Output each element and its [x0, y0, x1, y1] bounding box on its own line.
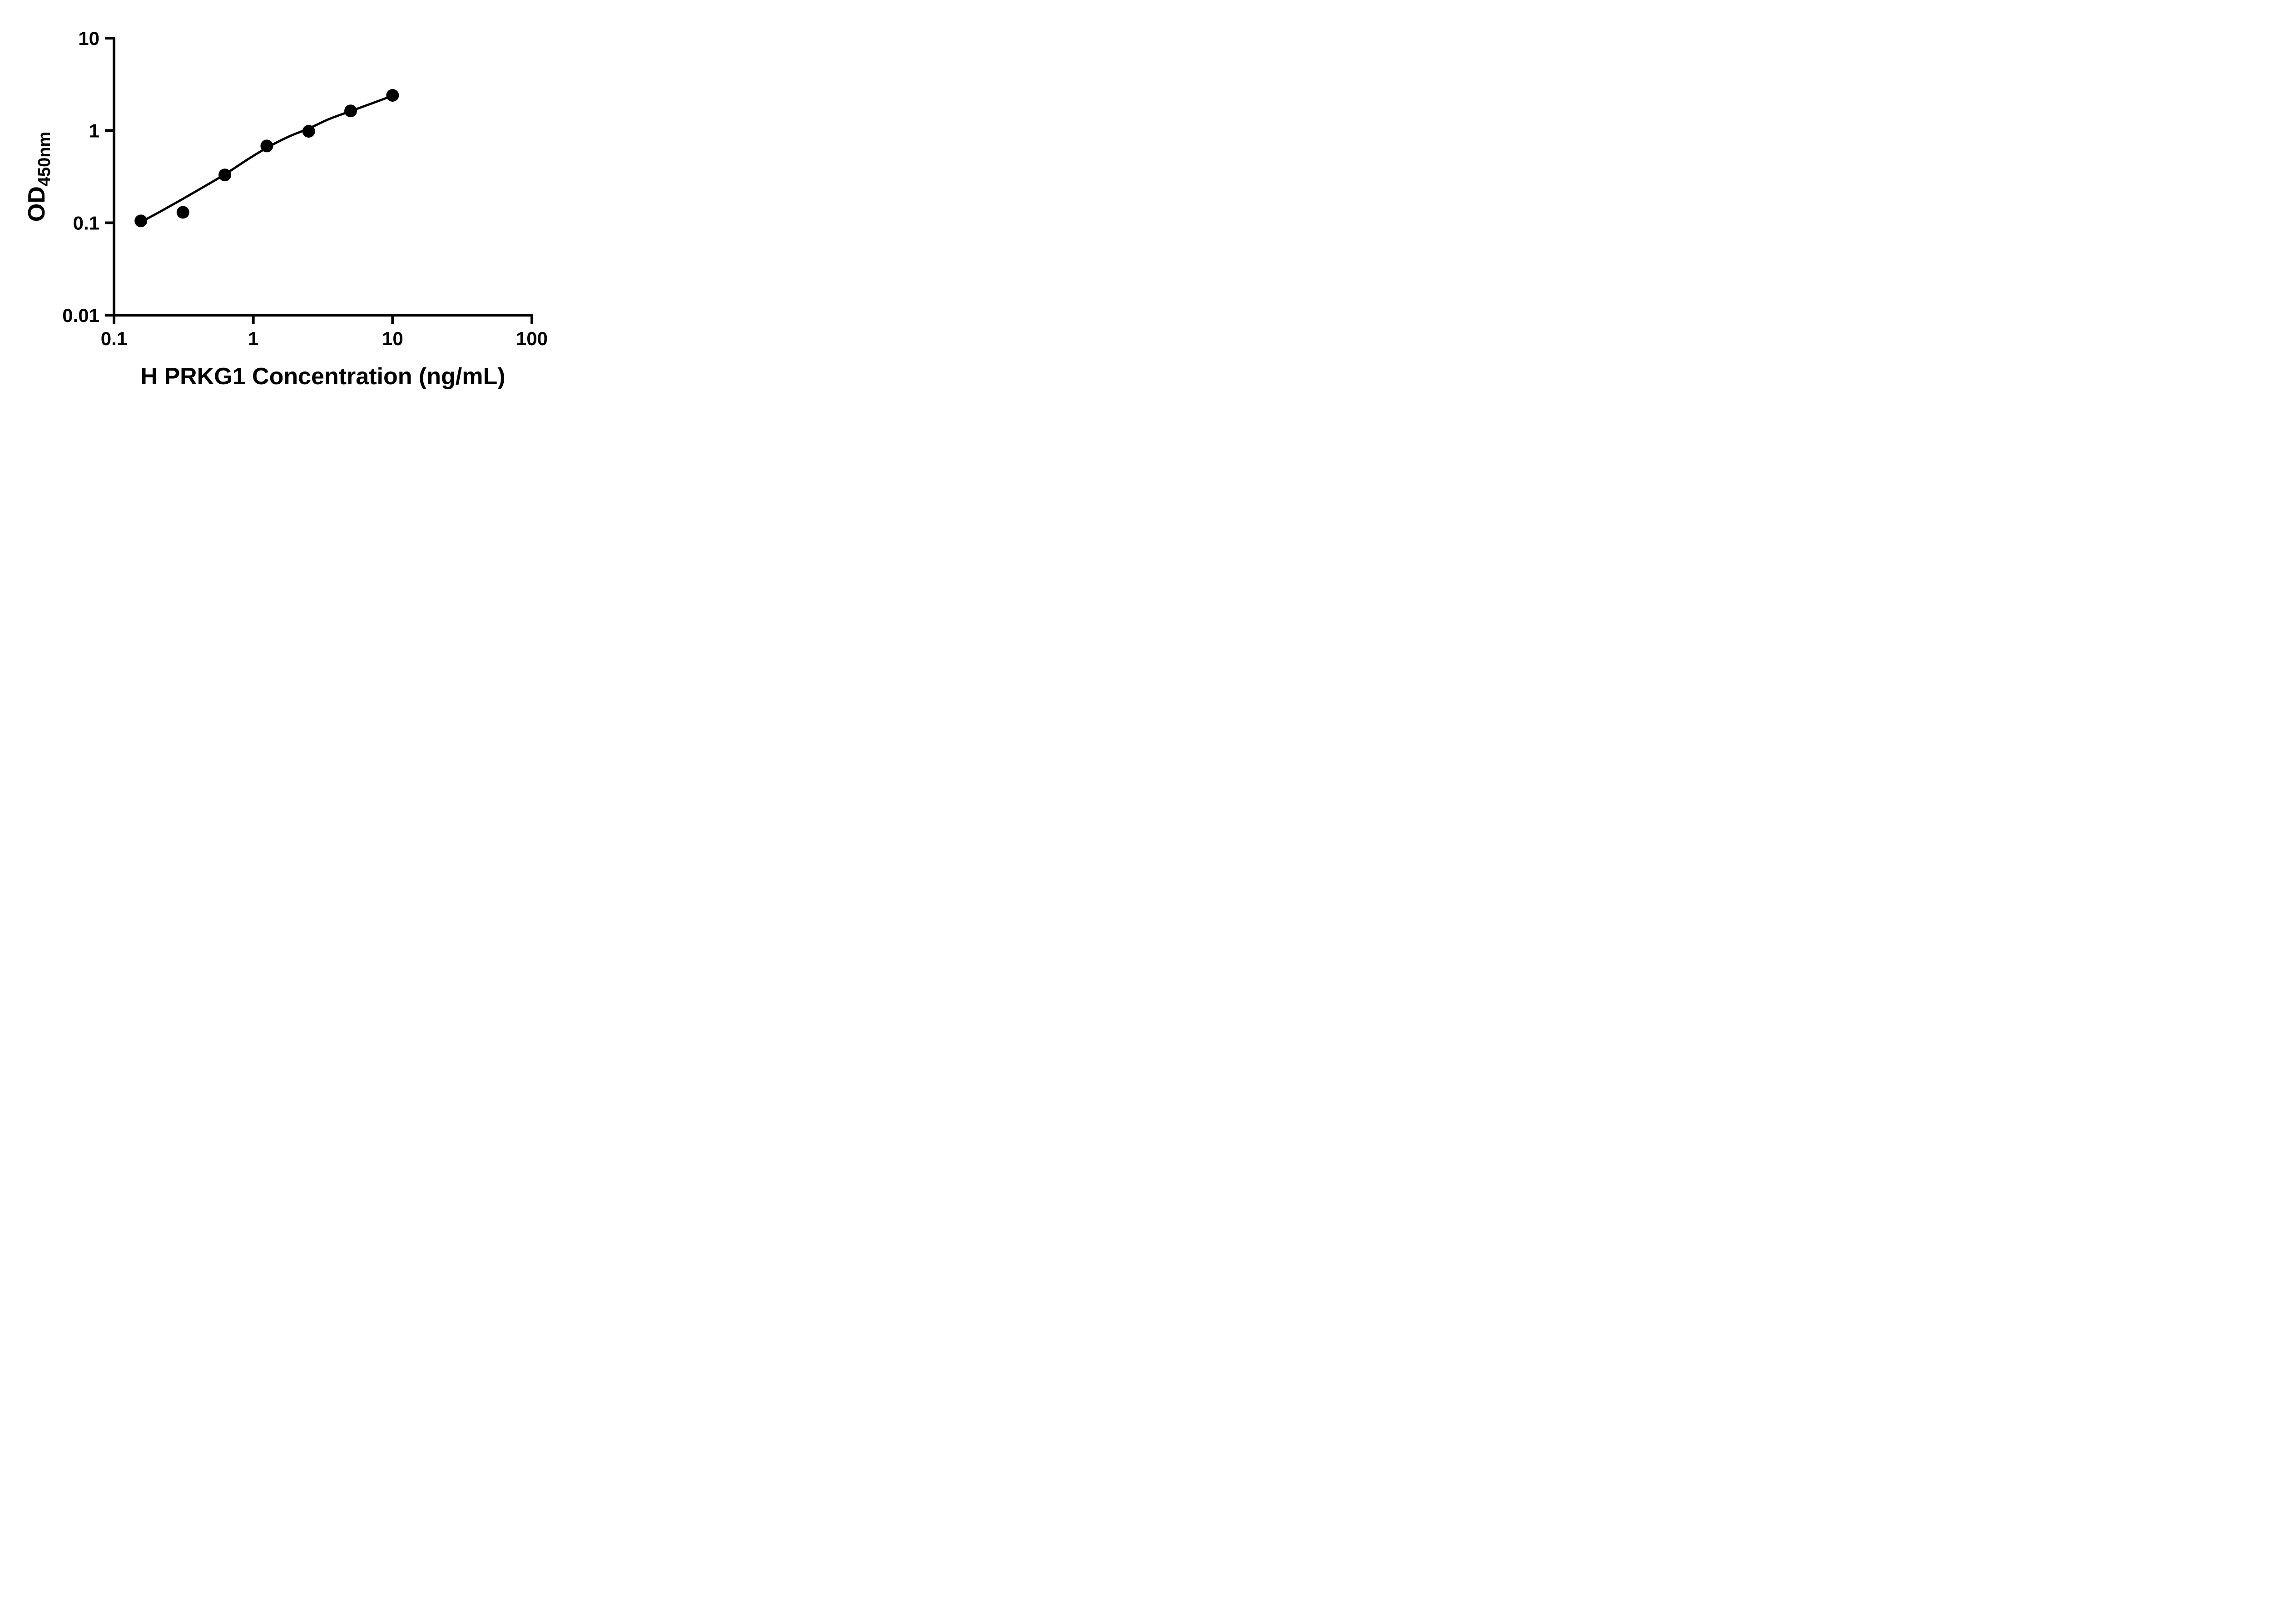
x-tick-label: 10 — [382, 328, 403, 349]
y-axis-title-main: OD — [24, 186, 50, 222]
axes-group — [113, 37, 533, 317]
data-point — [218, 168, 232, 182]
x-tick-label: 0.1 — [101, 328, 127, 349]
data-point — [176, 206, 189, 219]
y-tick-label: 0.1 — [73, 213, 99, 234]
y-axis-title-subscript: 450nm — [35, 132, 54, 186]
standard-curve-figure: 0.1 1 10 100 0.01 0.1 1 10 H PRKG1 Concentratio… — [0, 0, 587, 406]
data-point — [134, 214, 148, 228]
data-point — [386, 89, 399, 102]
y-tick-label: 10 — [78, 28, 99, 49]
data-points-group — [134, 89, 399, 228]
y-tick-label: 0.01 — [62, 305, 99, 326]
x-tick-label: 100 — [516, 328, 548, 349]
y-axis-title: OD450nm — [24, 132, 54, 222]
y-tick-label: 1 — [89, 120, 99, 141]
x-axis-title: H PRKG1 Concentration (ng/mL) — [140, 363, 505, 390]
data-point — [302, 125, 315, 138]
data-point — [344, 104, 357, 118]
data-point — [260, 139, 273, 153]
x-tick-label: 1 — [248, 328, 258, 349]
